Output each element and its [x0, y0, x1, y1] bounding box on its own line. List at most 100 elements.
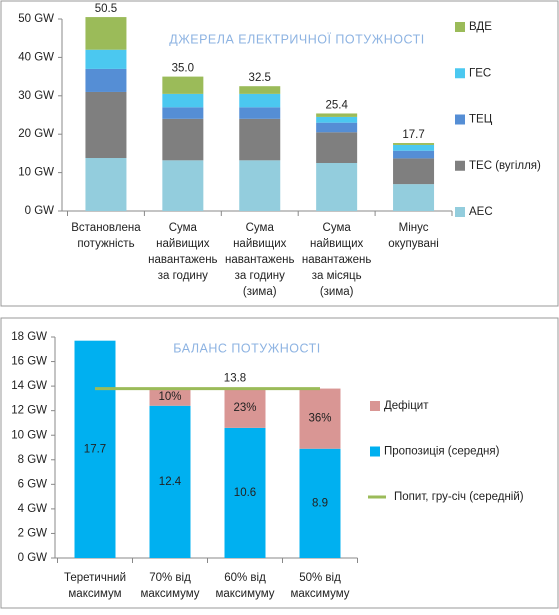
y-tick-label: 18 GW — [11, 331, 47, 343]
x-tick-label: максимуму — [215, 588, 274, 600]
x-tick-label: 50% від — [299, 572, 341, 584]
x-tick-label: максимум — [68, 588, 121, 600]
bar-segment — [393, 184, 435, 211]
total-label: 25.4 — [325, 99, 348, 111]
legend-marker — [455, 114, 465, 125]
x-tick-label: Сума — [169, 222, 198, 234]
x-tick-label: потужність — [77, 238, 134, 250]
bar-segment — [162, 160, 204, 211]
legend-label: Пропозиція (середня) — [384, 446, 500, 458]
legend-label: ГЕС — [469, 67, 491, 79]
legend-marker — [370, 401, 380, 411]
bar-label: 17.7 — [84, 443, 106, 455]
y-tick-label: 16 GW — [11, 356, 47, 368]
legend-marker — [370, 446, 380, 457]
y-tick-label: 40 GW — [18, 51, 54, 63]
x-tick-label: найвищих — [156, 238, 210, 250]
x-tick-label: навантажень — [148, 254, 217, 266]
x-tick-label: Встановлена — [71, 222, 141, 234]
y-tick-label: 0 GW — [25, 205, 55, 217]
y-tick-label: 50 GW — [18, 13, 54, 25]
bar-segment — [316, 113, 358, 117]
bar-segment — [239, 118, 281, 161]
x-tick-label: (зима) — [243, 286, 277, 298]
x-tick-label: найвищих — [233, 238, 287, 250]
x-tick-label: 60% від — [224, 572, 266, 584]
total-label: 17.7 — [402, 129, 424, 141]
share-label: 36% — [308, 413, 331, 425]
total-label: 50.5 — [95, 3, 117, 15]
legend-label: АЕС — [469, 206, 493, 218]
x-tick-label: максимуму — [140, 588, 199, 600]
bar-segment — [316, 122, 358, 133]
bar-segment — [393, 150, 435, 159]
line-label: 13.8 — [224, 373, 246, 385]
share-label: 10% — [158, 391, 181, 403]
total-label: 35.0 — [172, 63, 194, 75]
y-tick-label: 6 GW — [18, 478, 48, 490]
legend-marker — [455, 207, 465, 217]
x-tick-label: навантажень — [225, 254, 294, 266]
bar-segment — [149, 405, 191, 558]
bar-segment — [393, 143, 435, 145]
legend-label: Дефіцит — [384, 400, 429, 412]
bar-segment — [74, 340, 116, 558]
bar-segment — [316, 116, 358, 123]
y-tick-label: 0 GW — [18, 552, 48, 564]
bar-segment — [162, 118, 204, 161]
bar-segment — [149, 388, 191, 406]
x-tick-label: за годину — [158, 270, 208, 282]
x-tick-label: Сума — [246, 222, 275, 234]
x-tick-label: Теретичний — [64, 572, 126, 584]
chart-title: БАЛАНС ПОТУЖНОСТІ — [173, 341, 320, 355]
bar-segment — [162, 76, 204, 94]
x-tick-label: за місяць — [312, 270, 362, 282]
bar-label: 10.6 — [234, 487, 256, 499]
bar-segment — [239, 86, 281, 94]
bar-segment — [393, 158, 435, 185]
legend-label: ТЕЦ — [469, 114, 493, 126]
x-tick-label: окупувані — [388, 238, 439, 250]
bar-segment — [316, 163, 358, 211]
legend-marker — [455, 22, 465, 32]
bar-segment — [85, 68, 127, 92]
legend-marker — [455, 160, 465, 171]
y-tick-label: 2 GW — [18, 527, 48, 539]
bar-segment — [162, 93, 204, 108]
bar-segment — [85, 17, 127, 50]
x-tick-label: максимуму — [290, 588, 349, 600]
x-tick-label: Мінус — [399, 222, 429, 234]
chart-title: ДЖЕРЕЛА ЕЛЕКТРИЧНОЇ ПОТУЖНОСТІ — [169, 32, 424, 46]
legend-label: ТЕС (вугілля) — [469, 160, 541, 172]
bar-segment — [239, 107, 281, 119]
x-tick-label: за годину — [235, 270, 285, 282]
bar-segment — [393, 144, 435, 151]
x-tick-label: найвищих — [310, 238, 364, 250]
bar-segment — [162, 107, 204, 119]
bar-segment — [224, 427, 266, 558]
y-tick-label: 10 GW — [18, 167, 54, 179]
bar-segment — [239, 160, 281, 211]
y-tick-label: 20 GW — [18, 128, 54, 140]
y-tick-label: 12 GW — [11, 405, 47, 417]
x-tick-label: Сума — [323, 222, 352, 234]
legend-label: ВДЕ — [469, 21, 492, 33]
y-tick-label: 14 GW — [11, 380, 47, 392]
bar-segment — [299, 388, 341, 449]
y-tick-label: 30 GW — [18, 90, 54, 102]
y-tick-label: 10 GW — [11, 429, 47, 441]
y-tick-label: 8 GW — [18, 454, 48, 466]
bar-segment — [299, 448, 341, 558]
legend-marker — [455, 68, 465, 79]
bar-segment — [316, 132, 358, 163]
y-tick-label: 4 GW — [18, 503, 48, 515]
legend-label: Попит, гру-січ (середній) — [394, 491, 524, 503]
bar-segment — [224, 388, 266, 428]
bar-segment — [239, 93, 281, 108]
bar-label: 8.9 — [312, 497, 328, 509]
bar-label: 12.4 — [159, 476, 182, 488]
total-label: 32.5 — [249, 72, 271, 84]
x-tick-label: навантажень — [302, 254, 371, 266]
share-label: 23% — [233, 402, 256, 414]
